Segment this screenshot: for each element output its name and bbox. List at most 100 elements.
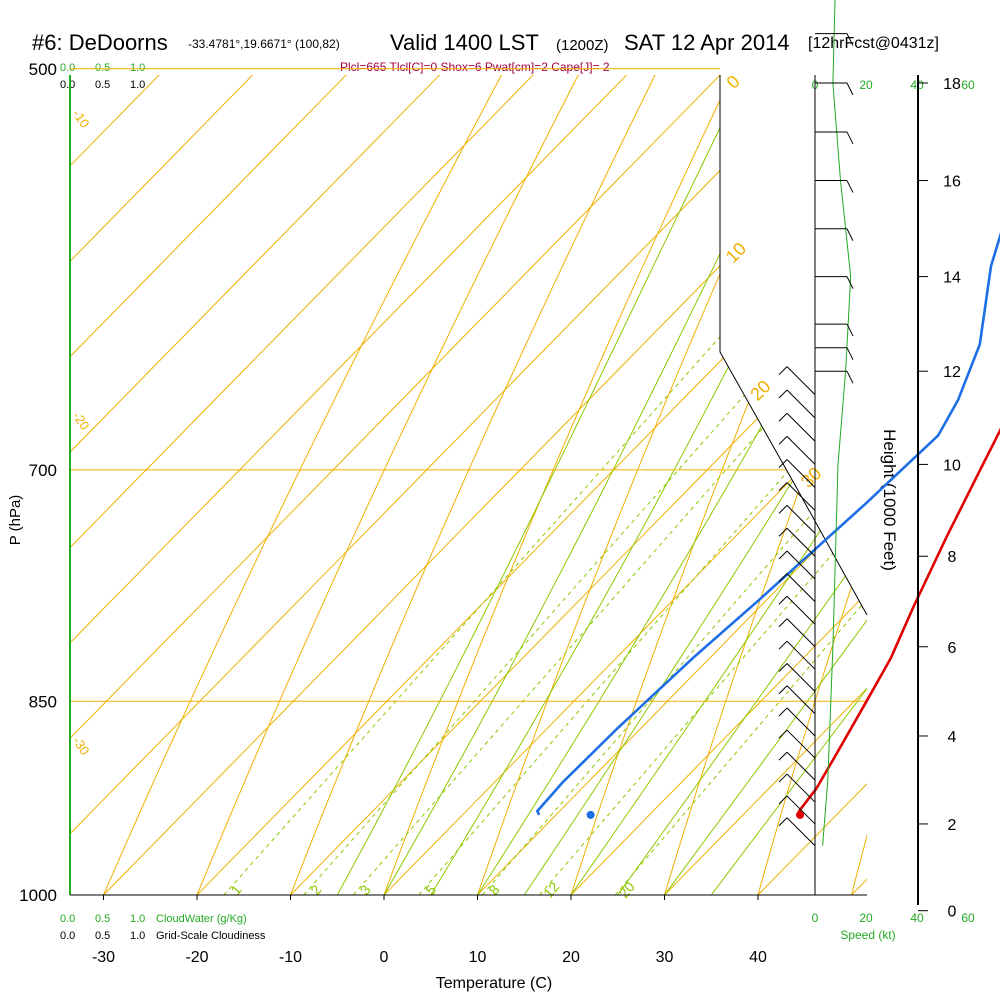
speed-tick: 20 xyxy=(859,911,873,925)
wind-barb-staff xyxy=(786,573,816,603)
cloudwater-tick: 0.0 xyxy=(60,62,75,74)
cloudwater-scale-top: 0.0 0.5 1.0 0.0 0.5 1.0 xyxy=(60,62,145,91)
isotherm-line xyxy=(70,75,867,895)
wind-barb xyxy=(778,817,816,847)
wind-barb-flag xyxy=(778,573,788,583)
height-tick-label: 12 xyxy=(943,364,961,381)
cloudiness-tick: 1.0 xyxy=(130,79,145,91)
cloudwater-tick: 1.0 xyxy=(130,62,145,74)
wind-barb xyxy=(778,707,816,737)
cloudwater-tick: 0.0 xyxy=(60,913,75,925)
wind-barb-flag xyxy=(778,795,788,805)
zulu-time: (1200Z) xyxy=(556,37,609,54)
wind-barb xyxy=(815,276,854,289)
height-tick-label: 14 xyxy=(943,270,961,287)
cloudiness-tick: 0.0 xyxy=(60,930,75,942)
wind-speed-profile-line xyxy=(822,0,852,846)
wind-barb xyxy=(815,33,854,46)
pressure-tick-label: 850 xyxy=(29,692,57,711)
x-axis-tick-label: 10 xyxy=(469,949,487,966)
valid-date: SAT 12 Apr 2014 xyxy=(624,30,790,55)
wind-barb-staff xyxy=(786,527,816,557)
x-axis-tick-label: 40 xyxy=(749,949,767,966)
wind-barb-staff xyxy=(786,389,816,419)
wind-barb-flag xyxy=(778,436,788,445)
wind-barb-staff xyxy=(786,729,816,759)
wind-barb xyxy=(778,663,816,692)
wind-barb-flag xyxy=(846,82,854,96)
isotherm-line xyxy=(70,75,789,895)
moist-adiabat-line xyxy=(477,75,867,895)
dry-adiabat-line xyxy=(290,75,867,895)
wind-barb-staff xyxy=(786,459,816,488)
wind-barb-flag xyxy=(846,370,854,384)
isotherm-line xyxy=(70,75,867,895)
temperature-surface-marker xyxy=(796,810,805,819)
cloudiness-tick: 1.0 xyxy=(130,930,145,942)
height-tick-label: 16 xyxy=(943,174,961,191)
wind-barb xyxy=(815,228,854,241)
wind-barb-flag xyxy=(778,505,788,514)
speed-tick: 20 xyxy=(859,78,873,92)
moist-adiabat-line xyxy=(710,75,867,895)
wind-barb xyxy=(778,527,816,557)
wind-barb-staff xyxy=(786,817,816,847)
isotherm-label: -10 xyxy=(70,107,93,131)
dry-adiabat-label: 0 xyxy=(723,71,744,92)
x-axis-tick-label: 20 xyxy=(562,949,580,966)
isotherm-line xyxy=(70,75,867,895)
wind-barb xyxy=(778,795,816,825)
dry-adiabat-line xyxy=(477,75,867,895)
x-axis-tick-label: -10 xyxy=(279,949,302,966)
wind-barb-staff xyxy=(786,412,816,442)
wind-barb-flag xyxy=(778,459,788,468)
speed-scale-bottom: 0 20 40 60 Speed (kt) xyxy=(812,911,975,942)
wind-barb-staff xyxy=(786,366,816,395)
moist-adiabat-line xyxy=(523,75,867,895)
wind-panel xyxy=(778,0,854,895)
cloudwater-tick: 0.5 xyxy=(95,62,110,74)
dry-adiabat-label: 10 xyxy=(722,239,750,267)
wind-barb xyxy=(778,412,816,442)
wind-barb-flag xyxy=(778,817,788,827)
height-tick-label: 4 xyxy=(948,729,957,746)
dry-adiabat-line xyxy=(383,75,867,895)
height-axis-title: Height (1000 Feet) xyxy=(880,429,899,571)
isotherm-line xyxy=(570,75,867,895)
wind-barb-flag xyxy=(778,389,788,399)
wind-barb xyxy=(778,773,816,803)
height-tick-label: 2 xyxy=(948,817,957,834)
wind-barb-flag xyxy=(846,180,854,193)
cloudwater-tick: 1.0 xyxy=(130,913,145,925)
isotherm-line xyxy=(664,75,867,895)
cloudiness-label: Grid-Scale Cloudiness xyxy=(156,930,266,942)
wind-barb-flag xyxy=(846,131,854,145)
wind-barb-staff xyxy=(786,773,816,803)
wind-barb-flag xyxy=(778,773,788,783)
wind-barb xyxy=(778,595,816,625)
wind-barb-staff xyxy=(786,505,816,534)
wind-barb-staff xyxy=(786,795,816,825)
pressure-tick-label: 500 xyxy=(29,60,57,79)
mixing-ratio-label: 20 xyxy=(615,879,637,901)
wind-barb-staff xyxy=(786,550,816,580)
dry-adiabat-line xyxy=(757,75,867,895)
wind-barb-staff xyxy=(786,482,816,511)
wind-barb xyxy=(778,573,816,603)
wind-barb xyxy=(815,131,854,145)
temperature-profile-line xyxy=(797,427,1000,816)
dry-adiabat-line xyxy=(103,75,867,895)
wind-barb-flag xyxy=(778,729,788,739)
plot-clipped xyxy=(70,75,867,895)
indices-line: Plcl=665 Tlcl[C]=0 Shox=6 Pwat[cm]=2 Cap… xyxy=(340,60,610,74)
x-axis-title: Temperature (C) xyxy=(436,975,552,992)
cloudiness-tick: 0.5 xyxy=(95,79,110,91)
dry-adiabat-label: 20 xyxy=(746,376,774,404)
mixing-ratio-line xyxy=(481,75,867,895)
forecast-label: [12hrFcst@0431z] xyxy=(808,35,939,52)
wind-barb xyxy=(778,436,816,465)
wind-barb xyxy=(815,370,854,384)
wind-barb xyxy=(778,618,816,648)
